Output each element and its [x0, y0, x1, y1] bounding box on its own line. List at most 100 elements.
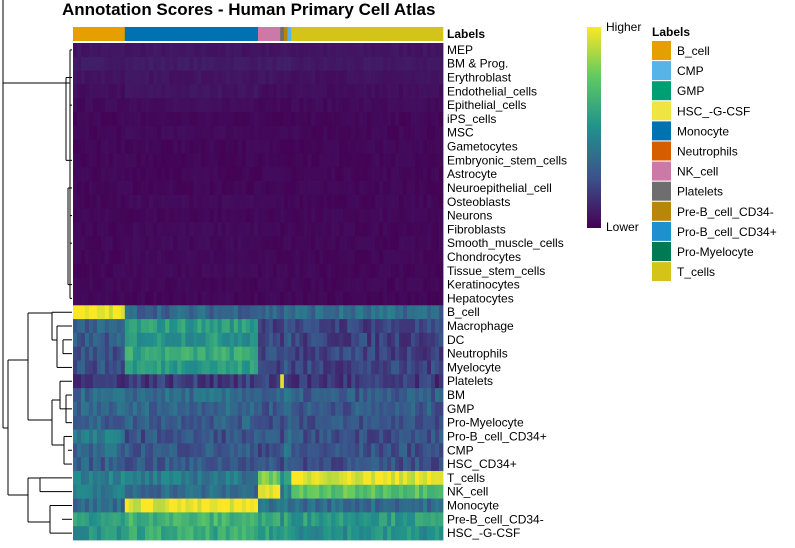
heatmap-cell — [213, 415, 219, 430]
heatmap-cell — [88, 332, 94, 348]
heatmap-cell — [253, 98, 259, 113]
heatmap-cell — [363, 429, 368, 444]
heatmap-cell — [229, 305, 235, 320]
heatmap-cell — [311, 512, 316, 527]
heatmap-cell — [88, 139, 94, 154]
heatmap-cell — [185, 512, 190, 527]
heatmap-cell — [157, 70, 162, 85]
heatmap-cell — [387, 250, 392, 265]
heatmap-cell — [100, 222, 106, 237]
heatmap-cell — [217, 484, 223, 499]
heatmap-cell — [128, 236, 134, 251]
heatmap-cell — [221, 512, 227, 527]
heatmap-cell — [307, 332, 312, 348]
heatmap-cell — [225, 401, 231, 417]
heatmap-cell — [391, 457, 396, 472]
heatmap-cell — [209, 429, 214, 444]
heatmap-cell — [120, 277, 126, 292]
heatmap-cell — [205, 139, 210, 154]
heatmap-cell — [331, 277, 336, 292]
heatmap-cell — [205, 512, 210, 527]
heatmap-cell — [375, 43, 380, 58]
heatmap-cell — [387, 360, 392, 375]
heatmap-cell — [439, 374, 444, 389]
heatmap-cell — [415, 360, 420, 375]
heatmap-cell — [295, 236, 300, 251]
heatmap-cell — [363, 112, 368, 127]
heatmap-cell — [280, 319, 285, 334]
heatmap-cell — [387, 43, 392, 58]
heatmap-cell — [327, 457, 332, 472]
heatmap-cell — [76, 526, 82, 541]
heatmap-cell — [435, 43, 440, 58]
heatmap-cell — [136, 194, 142, 210]
heatmap-cell — [153, 277, 158, 292]
heatmap-cell — [319, 222, 324, 237]
heatmap-cell — [359, 512, 364, 527]
heatmap-cell — [189, 305, 194, 320]
heatmap-cell — [221, 250, 227, 265]
heatmap-cell — [375, 139, 380, 154]
heatmap-cell — [419, 98, 424, 113]
heatmap-cell — [283, 167, 288, 182]
heatmap-cell — [193, 84, 198, 99]
heatmap-cell — [363, 388, 368, 403]
heatmap-cell — [351, 498, 356, 513]
heatmap-cell — [124, 70, 130, 85]
heatmap-cell — [185, 125, 190, 141]
legend-swatch — [652, 242, 671, 261]
heatmap-cell — [241, 360, 247, 375]
row-label: Neuroepithelial_cell — [447, 181, 552, 195]
heatmap-cell — [327, 443, 332, 458]
heatmap-cell — [217, 457, 223, 472]
heatmap-cell — [132, 43, 138, 58]
row-label: GMP — [447, 402, 474, 416]
heatmap-cell — [197, 250, 202, 265]
heatmap-cell — [88, 415, 94, 430]
heatmap-cell — [355, 305, 360, 320]
heatmap-cell — [153, 305, 158, 320]
heatmap-cell — [205, 194, 210, 210]
heatmap-cell — [287, 346, 292, 361]
heatmap-cell — [391, 167, 396, 182]
heatmap-cell — [351, 139, 356, 154]
heatmap-cell — [149, 512, 154, 527]
heatmap-cell — [253, 484, 259, 499]
heatmap-cell — [415, 388, 420, 403]
heatmap-cell — [411, 457, 416, 472]
heatmap-cell — [299, 291, 304, 306]
heatmap-cell — [343, 526, 348, 541]
heatmap-cell — [76, 512, 82, 527]
heatmap-cell — [395, 194, 400, 210]
heatmap-cell — [411, 291, 416, 306]
heatmap-cell — [323, 388, 328, 403]
heatmap-cell — [276, 470, 281, 486]
heatmap-cell — [261, 512, 266, 527]
heatmap-cell — [241, 498, 247, 513]
heatmap-cell — [229, 319, 235, 334]
heatmap-cell — [73, 236, 78, 251]
heatmap-cell — [303, 167, 308, 182]
heatmap-cell — [128, 56, 134, 72]
heatmap-cell — [391, 84, 396, 99]
heatmap-cell — [185, 139, 190, 154]
heatmap-cell — [265, 512, 270, 527]
heatmap-cell — [331, 98, 336, 113]
heatmap-cell — [407, 125, 412, 141]
heatmap-cell — [427, 84, 432, 99]
heatmap-cell — [331, 125, 336, 141]
heatmap-cell — [272, 388, 277, 403]
heatmap-cell — [307, 484, 312, 499]
heatmap-cell — [132, 167, 138, 182]
heatmap-cell — [339, 305, 344, 320]
heatmap-cell — [173, 332, 178, 348]
heatmap-cell — [209, 125, 214, 141]
heatmap-cell — [241, 346, 247, 361]
heatmap-cell — [80, 277, 86, 292]
heatmap-cell — [347, 429, 352, 444]
heatmap-cell — [371, 512, 376, 527]
heatmap-cell — [132, 208, 138, 223]
heatmap-cell — [157, 56, 162, 72]
heatmap-cell — [307, 84, 312, 99]
heatmap-cell — [161, 181, 166, 196]
